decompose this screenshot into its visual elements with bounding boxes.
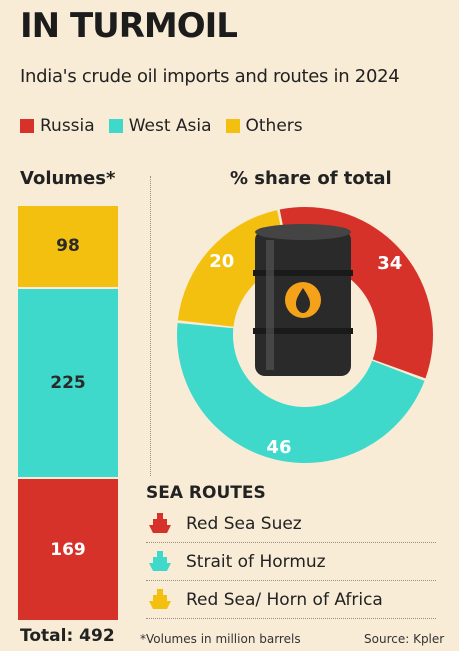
bar-value-label: 225 xyxy=(50,372,86,393)
donut-chart: 34 46 20 xyxy=(177,207,433,463)
divider xyxy=(150,176,151,476)
route-label-red-sea-suez: Red Sea Suez xyxy=(186,513,302,534)
route-strait-of-hormuz: Strait of Hormuz xyxy=(146,543,436,581)
route-label-strait-of-hormuz: Strait of Hormuz xyxy=(186,551,326,572)
bar-segment-west-asia xyxy=(18,288,118,478)
total-label: Total: 492 xyxy=(20,626,115,646)
route-label-red-sea-horn-of-africa: Red Sea/ Horn of Africa xyxy=(186,589,383,610)
donut-value-label: 46 xyxy=(266,437,291,458)
route-red-sea-suez: Red Sea Suez xyxy=(146,505,436,543)
ship-icon xyxy=(149,512,171,533)
legend-swatch-others xyxy=(225,119,240,133)
donut-slice-west-asia xyxy=(177,322,425,463)
bar-segment-others xyxy=(18,206,118,287)
stacked-bar: 98 225 169 xyxy=(18,206,118,622)
legend-label-others: Others xyxy=(245,116,303,136)
legend-item-west-asia: West Asia xyxy=(108,116,212,136)
legend-swatch-russia xyxy=(20,119,34,133)
legend-swatch-west-asia xyxy=(108,119,123,133)
legend-item-russia: Russia xyxy=(20,116,95,136)
source-label: Source: Kpler xyxy=(364,632,445,646)
bar-value-label: 98 xyxy=(56,236,80,257)
bar-value-label: 169 xyxy=(50,539,86,560)
chart-subtitle: India's crude oil imports and routes in … xyxy=(20,66,400,87)
legend-item-others: Others xyxy=(225,116,303,136)
route-red-sea-horn-of-africa: Red Sea/ Horn of Africa xyxy=(146,581,436,619)
share-title: % share of total xyxy=(230,168,392,189)
sea-routes-title: SEA ROUTES xyxy=(146,483,266,503)
donut-value-label: 34 xyxy=(377,253,402,274)
legend-label-russia: Russia xyxy=(40,116,95,136)
chart-title: IN TURMOIL xyxy=(20,6,238,46)
bar-segment-russia xyxy=(18,479,118,620)
volumes-title: Volumes* xyxy=(20,168,116,189)
legend-label-west-asia: West Asia xyxy=(128,116,212,136)
oil-barrel-icon xyxy=(253,224,353,376)
donut-value-label: 20 xyxy=(209,251,234,272)
ship-icon xyxy=(149,588,171,609)
legend: Russia West Asia Others xyxy=(20,116,317,136)
ship-icon xyxy=(149,550,171,571)
footnote: *Volumes in million barrels xyxy=(140,632,301,646)
